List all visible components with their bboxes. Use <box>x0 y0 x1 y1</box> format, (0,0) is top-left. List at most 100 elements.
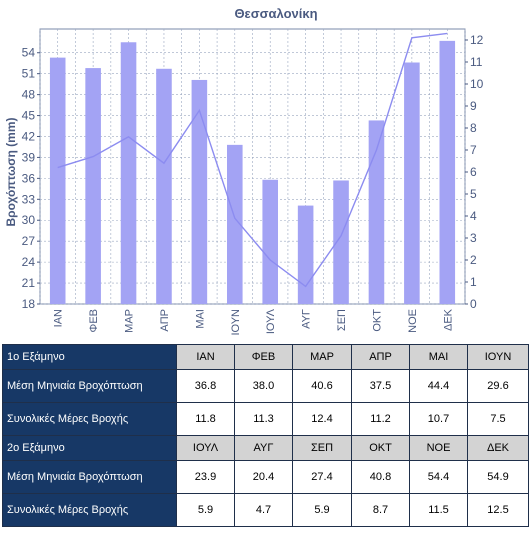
category-label: ΦΕΒ <box>88 309 100 332</box>
category-label: ΙΟΥΛ <box>265 308 277 334</box>
table-row: 2ο Εξάμηνο ΙΟΥΛ ΑΥΓ ΣΕΠ ΟΚΤ ΝΟΕ ΔΕΚ <box>2 435 529 461</box>
category-label: ΜΑΙ <box>194 309 206 329</box>
rain-value: 40.6 <box>292 369 352 403</box>
rainfall-bar <box>156 68 172 304</box>
month-header: ΦΕΒ <box>234 344 293 370</box>
left-axis-tick-label: 24 <box>22 255 36 269</box>
days-value: 10.7 <box>409 402 468 436</box>
left-axis-tick-label: 27 <box>22 234 36 248</box>
chart-title: Θεσσαλονίκη <box>234 6 317 21</box>
month-header: ΔΕΚ <box>467 435 529 461</box>
rainfall-bar <box>439 40 456 305</box>
right-axis-tick-label: 1 <box>470 275 477 289</box>
category-label: ΣΕΠ <box>336 309 348 331</box>
left-axis-tick-label: 54 <box>22 46 36 60</box>
rain-row-label: Μέση Μηνιαία Βροχόπτωση <box>2 460 177 494</box>
right-axis-tick-label: 2 <box>470 253 477 267</box>
right-axis-tick-label: 10 <box>470 77 484 91</box>
table-row: Μέση Μηνιαία Βροχόπτωση 36.8 38.0 40.6 3… <box>2 369 529 403</box>
month-header: ΜΑΙ <box>409 344 468 370</box>
right-axis-tick-label: 11 <box>470 55 483 69</box>
month-header: ΣΕΠ <box>292 435 352 461</box>
month-header: ΜΑΡ <box>292 344 352 370</box>
right-axis-tick-label: 3 <box>470 231 477 245</box>
days-row-label: Συνολικές Μέρες Βροχής <box>2 493 177 527</box>
month-header: ΝΟΕ <box>409 435 468 461</box>
rain-value: 37.5 <box>351 369 410 403</box>
rainfall-bar <box>49 57 66 304</box>
rainfall-bar <box>191 79 208 304</box>
rain-value: 29.6 <box>467 369 529 403</box>
days-value: 11.5 <box>409 493 468 527</box>
left-axis-tick-label: 18 <box>22 297 36 311</box>
days-value: 11.8 <box>176 402 235 436</box>
chart-canvas: 1821242730333639424548515401234567891011… <box>4 6 484 336</box>
month-header: ΑΥΓ <box>234 435 293 461</box>
right-axis-tick-label: 8 <box>470 121 477 135</box>
right-axis-tick-label: 0 <box>470 297 477 311</box>
right-axis-tick-label: 9 <box>470 99 477 113</box>
left-axis-tick-label: 39 <box>22 150 36 164</box>
category-label: ΙΟΥΝ <box>230 309 242 336</box>
right-axis-tick-label: 6 <box>470 165 477 179</box>
rainfall-bar <box>227 144 243 304</box>
right-axis-tick-label: 4 <box>470 209 477 223</box>
right-axis-tick-label: 5 <box>470 187 477 201</box>
category-label: ΜΑΡ <box>124 309 136 333</box>
rain-value: 40.8 <box>351 460 410 494</box>
rainfall-bar <box>262 179 278 304</box>
y-axis-left-label: Βροχόπτωση (mm) <box>4 117 18 226</box>
table-row: Μέση Μηνιαία Βροχόπτωση 23.9 20.4 27.4 4… <box>2 460 529 494</box>
days-value: 4.7 <box>234 493 293 527</box>
days-value: 5.9 <box>292 493 352 527</box>
days-value: 7.5 <box>467 402 529 436</box>
rainfall-bar <box>404 62 420 305</box>
line-series <box>57 32 448 288</box>
left-axis-tick-label: 51 <box>22 67 36 81</box>
rainfall-bar <box>368 120 385 304</box>
climate-table: 1ο Εξάμηνο ΙΑΝ ΦΕΒ ΜΑΡ ΑΠΡ ΜΑΙ ΙΟΥΝ Μέση… <box>2 344 529 527</box>
category-label: ΙΑΝ <box>53 309 65 327</box>
days-value: 12.4 <box>292 402 352 436</box>
month-header: ΑΠΡ <box>351 344 410 370</box>
days-value: 8.7 <box>351 493 410 527</box>
left-axis-tick-label: 30 <box>22 213 36 227</box>
half1-label: 1ο Εξάμηνο <box>2 344 177 370</box>
left-axis-tick-label: 42 <box>22 129 36 143</box>
rainfall-chart: 18 21 24 27 30 33 36 39 42 45 48 51 54 0 1 2 3 4 5 6 7 8 9 10 11… <box>4 6 484 336</box>
right-axis-tick-label: 7 <box>470 143 477 157</box>
rain-value: 54.4 <box>409 460 468 494</box>
bar-series <box>49 40 456 305</box>
table-row: Συνολικές Μέρες Βροχής 5.9 4.7 5.9 8.7 1… <box>2 493 529 527</box>
left-axis-tick-label: 45 <box>22 109 36 123</box>
left-axis-tick-label: 21 <box>22 276 36 290</box>
days-value: 11.3 <box>234 402 293 436</box>
right-axis-tick-label: 12 <box>470 33 484 47</box>
left-axis-tick-label: 48 <box>22 88 36 102</box>
axis-labels: 1821242730333639424548515401234567891011… <box>22 33 484 336</box>
rain-value: 38.0 <box>234 369 293 403</box>
rain-row-label: Μέση Μηνιαία Βροχόπτωση <box>2 369 177 403</box>
days-row-label: Συνολικές Μέρες Βροχής <box>2 402 177 436</box>
category-label: ΝΟΕ <box>407 309 419 333</box>
rain-value: 20.4 <box>234 460 293 494</box>
month-header: ΙΟΥΛ <box>176 435 235 461</box>
month-header: ΙΑΝ <box>176 344 235 370</box>
rain-value: 36.8 <box>176 369 235 403</box>
left-axis-tick-label: 33 <box>22 192 36 206</box>
left-axis-tick-label: 36 <box>22 171 36 185</box>
days-value: 12.5 <box>467 493 529 527</box>
category-label: ΑΠΡ <box>159 309 171 332</box>
rainfall-bar <box>297 205 314 304</box>
rainfall-bar <box>120 42 137 305</box>
month-header: ΙΟΥΝ <box>467 344 529 370</box>
table-row: 1ο Εξάμηνο ΙΑΝ ΦΕΒ ΜΑΡ ΑΠΡ ΜΑΙ ΙΟΥΝ <box>2 344 529 370</box>
rain-value: 54.9 <box>467 460 529 494</box>
table-row: Συνολικές Μέρες Βροχής 11.8 11.3 12.4 11… <box>2 402 529 436</box>
rain-value: 27.4 <box>292 460 352 494</box>
half2-label: 2ο Εξάμηνο <box>2 435 177 461</box>
category-label: ΟΚΤ <box>371 309 383 332</box>
rainfall-bar <box>333 180 349 304</box>
days-value: 11.2 <box>351 402 410 436</box>
category-label: ΑΥΓ <box>301 309 313 329</box>
